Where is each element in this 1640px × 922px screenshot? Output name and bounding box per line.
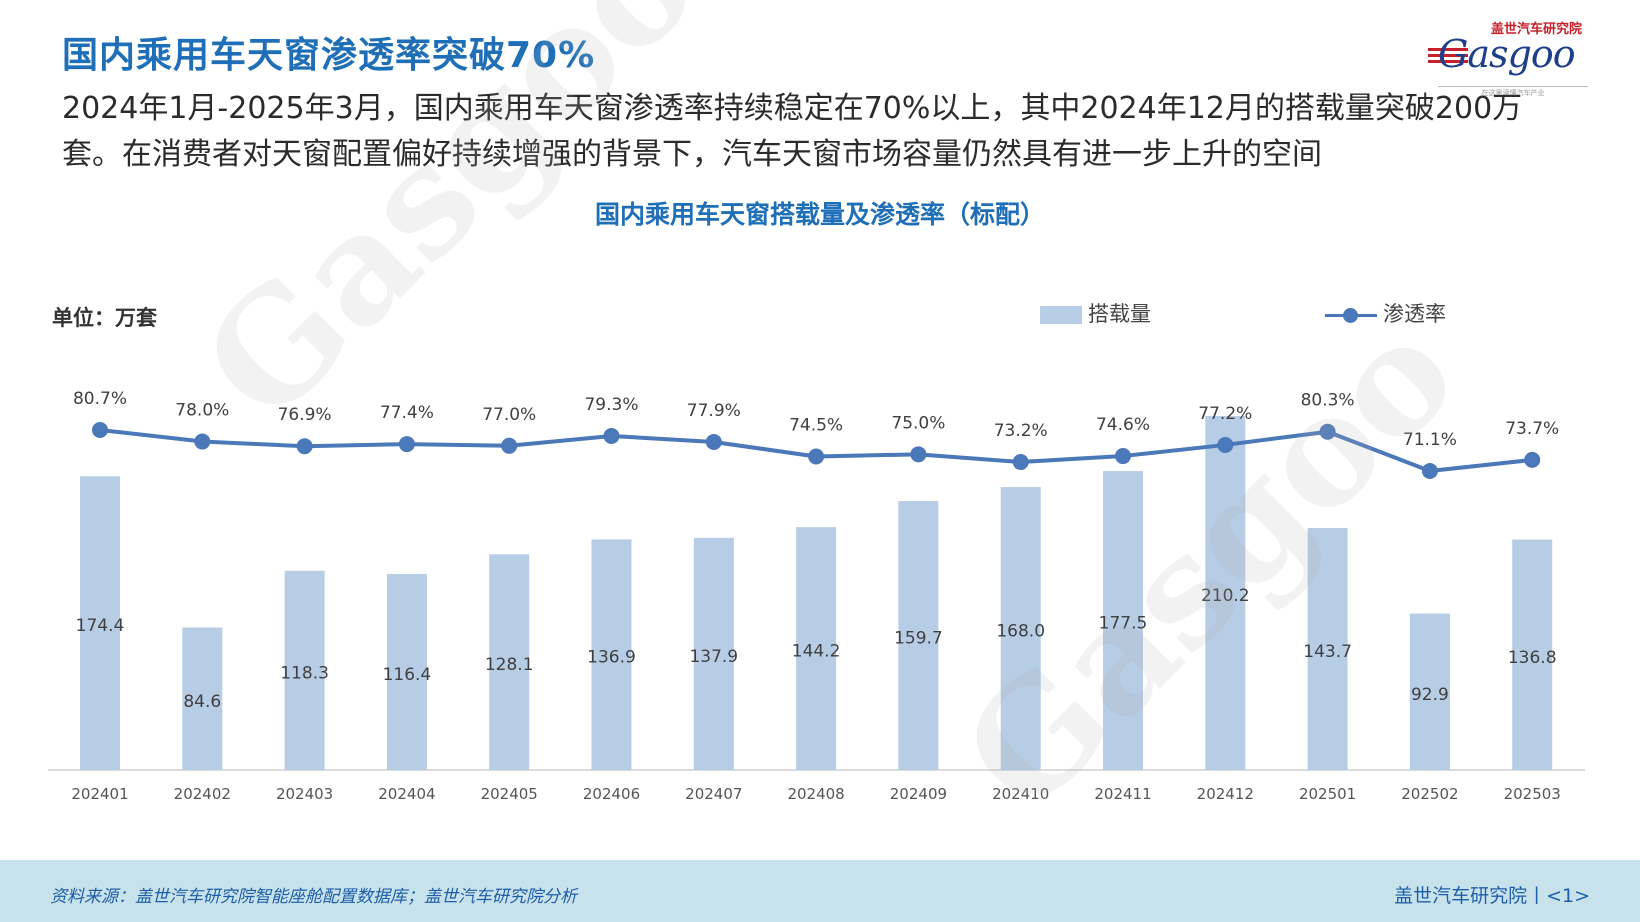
line-point-202408	[808, 448, 825, 465]
legend-bar: 搭载量	[1040, 298, 1151, 328]
line-point-202501	[1319, 423, 1336, 440]
chart-title: 国内乘用车天窗搭载量及渗透率（标配）	[594, 200, 1045, 229]
line-point-202409	[910, 446, 927, 463]
line-label-202412: 77.2%	[1198, 404, 1252, 424]
bar-label-202406: 136.9	[587, 648, 636, 668]
bar-202412	[1205, 416, 1246, 770]
bar-202404	[386, 573, 427, 770]
bar-202501	[1307, 527, 1348, 770]
line-label-202503: 73.7%	[1505, 419, 1559, 439]
bar-label-202412: 210.2	[1201, 586, 1250, 606]
line-label-202502: 71.1%	[1403, 430, 1457, 450]
line-label-202409: 75.0%	[891, 413, 945, 433]
x-tick-202409: 202409	[890, 785, 947, 803]
gasgoo-logo: 盖世汽车研究院 Gasgoo 在这里读懂汽车产业	[1428, 18, 1588, 97]
bar-label-202501: 143.7	[1303, 642, 1352, 662]
bar-label-202408: 144.2	[792, 642, 841, 662]
x-tick-202406: 202406	[583, 785, 640, 803]
bar-label-202403: 118.3	[280, 663, 329, 683]
combo-chart: 174.4 202401 84.6 202402 118.3 202403 116.4 202…	[48, 389, 1585, 803]
footer-bar: 资料来源：盖世汽车研究院智能座舱配置数据库；盖世汽车研究院分析 盖世汽车研究院丨…	[0, 860, 1640, 922]
line-point-202403	[296, 438, 313, 455]
legend-line-swatch	[1325, 306, 1377, 324]
x-tick-202408: 202408	[787, 785, 844, 803]
bar-202408	[796, 527, 837, 770]
line-point-202412	[1217, 436, 1234, 453]
bar-label-202503: 136.8	[1508, 648, 1557, 668]
bar-202403	[284, 570, 325, 770]
bar-label-202409: 159.7	[894, 629, 943, 649]
bar-label-202405: 128.1	[485, 655, 534, 675]
line-label-202404: 77.4%	[380, 403, 434, 423]
x-tick-202501: 202501	[1299, 785, 1356, 803]
bar-label-202402: 84.6	[183, 692, 221, 712]
line-point-202410	[1012, 454, 1029, 471]
bar-202411	[1103, 471, 1143, 770]
bar-202502	[1409, 613, 1450, 770]
bar-label-202404: 116.4	[383, 665, 432, 685]
footer-brand: 盖世汽车研究院丨<1>	[1394, 885, 1590, 907]
bar-label-202401: 174.4	[76, 616, 125, 636]
line-point-202404	[398, 436, 415, 453]
source-note: 资料来源：盖世汽车研究院智能座舱配置数据库；盖世汽车研究院分析	[50, 887, 577, 907]
x-tick-202403: 202403	[276, 785, 333, 803]
x-tick-202405: 202405	[481, 785, 538, 803]
bar-label-202502: 92.9	[1411, 685, 1449, 705]
line-label-202401: 80.7%	[73, 389, 127, 409]
legend-line-label: 渗透率	[1383, 302, 1446, 326]
x-tick-202404: 202404	[378, 785, 435, 803]
x-tick-202502: 202502	[1401, 785, 1458, 803]
bar-202409	[898, 501, 939, 770]
line-point-202406	[603, 427, 620, 444]
line-label-202501: 80.3%	[1301, 391, 1355, 411]
x-tick-202411: 202411	[1094, 785, 1151, 803]
line-point-202405	[501, 437, 518, 454]
line-label-202402: 78.0%	[175, 401, 229, 421]
line-point-202401	[92, 422, 108, 438]
line-label-202406: 79.3%	[584, 395, 638, 415]
bar-label-202410: 168.0	[996, 622, 1045, 642]
line-label-202405: 77.0%	[482, 405, 536, 425]
x-tick-202401: 202401	[71, 785, 128, 803]
logo-stripes	[1428, 48, 1468, 70]
logo-tagline: 在这里读懂汽车产业	[1438, 86, 1588, 98]
line-label-202408: 74.5%	[789, 415, 843, 435]
page-title: 国内乘用车天窗渗透率突破70%	[62, 35, 596, 76]
x-tick-202503: 202503	[1504, 785, 1561, 803]
bar-202503	[1512, 539, 1553, 770]
bar-label-202407: 137.9	[689, 647, 738, 667]
line-point-202502	[1421, 463, 1438, 479]
logo-cn: 盖世汽车研究院	[1490, 22, 1582, 37]
line-label-202410: 73.2%	[994, 421, 1048, 441]
bar-202406	[591, 539, 632, 770]
line-point-202411	[1115, 448, 1131, 465]
legend-line: 渗透率	[1325, 298, 1446, 328]
bar-202410	[1000, 487, 1041, 770]
legend-bar-swatch	[1040, 306, 1082, 324]
x-tick-202407: 202407	[685, 785, 742, 803]
bar-202401	[80, 476, 120, 770]
line-point-202503	[1524, 451, 1541, 468]
x-tick-202410: 202410	[992, 785, 1049, 803]
x-tick-202412: 202412	[1197, 785, 1254, 803]
unit-label: 单位：万套	[52, 306, 157, 330]
line-point-202402	[194, 433, 211, 450]
bar-202405	[489, 554, 530, 770]
bar-202407	[693, 537, 734, 770]
line-label-202403: 76.9%	[278, 405, 332, 425]
line-label-202411: 74.6%	[1096, 415, 1150, 435]
line-label-202407: 77.9%	[687, 401, 741, 421]
x-tick-202402: 202402	[174, 785, 231, 803]
bar-202402	[182, 627, 223, 770]
bar-label-202411: 177.5	[1099, 614, 1148, 634]
logo-en: Gasgoo	[1438, 32, 1576, 76]
line-point-202407	[705, 433, 722, 450]
legend-bar-label: 搭载量	[1088, 302, 1151, 326]
summary-text: 2024年1月-2025年3月，国内乘用车天窗渗透率持续稳定在70%以上，其中2…	[62, 91, 1523, 172]
